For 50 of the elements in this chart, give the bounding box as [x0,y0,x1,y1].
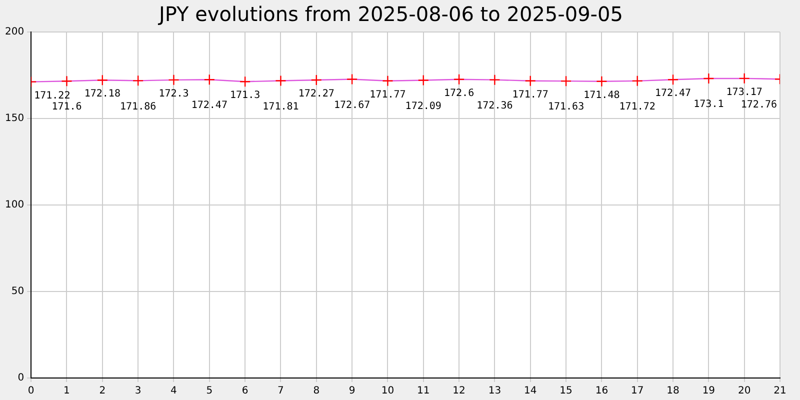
data-label: 172.47 [191,100,228,112]
x-tick-label: 14 [524,386,537,397]
data-label: 172.27 [298,88,334,100]
data-label: 171.22 [34,90,70,102]
x-tick-label: 8 [313,386,320,397]
y-tick-label: 50 [11,286,24,298]
x-tick-label: 20 [738,386,751,397]
x-tick-label: 15 [560,386,572,397]
data-label: 171.77 [512,89,548,100]
x-tick-label: 9 [348,386,356,397]
data-label: 171.63 [548,102,584,113]
data-label: 172.36 [476,100,513,112]
x-tick-label: 12 [452,386,466,397]
x-tick-label: 6 [242,386,248,397]
chart-title: JPY evolutions from 2025-08-06 to 2025-09-05 [157,2,623,26]
data-label: 171.81 [262,101,299,112]
x-tick-label: 5 [206,386,213,397]
data-label: 171.6 [52,102,82,113]
data-label: 171.48 [584,90,620,101]
data-label: 172.09 [405,100,442,112]
y-tick-label: 150 [4,113,24,124]
data-label: 172.18 [84,88,120,100]
data-label: 172.6 [444,88,474,99]
data-label: 171.72 [619,102,656,113]
y-tick-label: 100 [4,200,24,211]
x-tick-label: 0 [28,386,34,397]
data-label: 171.86 [120,101,156,112]
x-tick-label: 17 [630,386,644,397]
x-tick-label: 16 [595,386,608,397]
data-label: 172.3 [158,88,189,100]
data-label: 171.77 [370,89,406,100]
x-tick-label: 19 [702,386,716,397]
data-label: 171.3 [230,90,260,102]
data-label: 173.1 [694,99,724,110]
x-tick-label: 2 [99,386,106,397]
x-tick-label: 3 [134,386,142,397]
data-label: 172.67 [334,100,370,111]
x-tick-label: 18 [666,386,680,397]
x-tick-label: 10 [381,386,394,397]
x-tick-label: 1 [64,386,70,397]
data-label: 173.17 [726,87,762,98]
x-tick-label: 13 [488,386,502,397]
data-label: 172.47 [654,88,692,100]
y-tick-label: 200 [4,26,24,38]
y-tick-label: 0 [18,372,24,384]
x-tick-label: 7 [278,386,284,397]
data-label: 172.76 [740,100,777,111]
x-tick-label: 4 [170,386,177,397]
x-tick-label: 21 [774,386,786,397]
x-tick-label: 11 [417,386,430,397]
